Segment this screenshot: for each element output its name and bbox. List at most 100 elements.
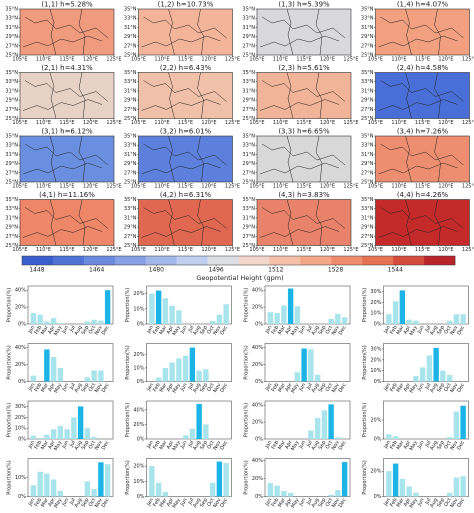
y-tick-label: 0% [255,437,263,443]
bar [84,377,91,382]
y-axis-label: Proportion(%) [125,403,131,438]
x-tick-label: Nov [94,497,104,508]
map-boundaries [259,199,346,246]
map-boundaries [378,199,464,246]
y-tick-label: 20% [370,418,381,424]
lon-tick-label: 105°E [368,184,383,190]
y-tick-label: 0% [374,322,382,328]
lon-tick-label: 115°E [59,247,74,253]
lon-tick-label: 125°E [225,247,240,253]
lat-tick-label: 35°N [242,197,255,203]
bar [91,370,97,382]
x-tick-label: Dec [338,497,348,509]
x-tick-label: Jul [187,325,196,334]
bar [196,370,202,382]
lon-tick-label: 120°E [320,120,335,126]
x-tick-label: Oct [206,440,216,451]
x-tick-label: Aug [311,325,321,336]
x-tick-label: Sep [436,440,446,451]
x-tick-label: Jan [382,382,392,393]
bar [386,471,392,497]
lat-tick-label: 35°N [124,70,137,76]
x-tick-label: Aug [311,382,321,393]
lon-tick-label: 125°E [106,184,121,190]
bar [223,463,229,497]
x-tick-label: Oct [325,440,335,451]
lat-tick-label: 31°N [124,215,137,221]
lat-tick-label: 25°N [242,180,255,186]
y-tick-label: 0% [137,437,145,443]
lon-tick-label: 110°E [154,184,169,190]
bar [460,476,466,497]
bar [182,435,189,439]
lat-tick-label: 27°N [5,107,18,113]
lat-tick-label: 33°N [5,143,18,149]
map-title: (1,1) h=5.28% [41,1,93,9]
x-tick-label: Mar [395,381,405,393]
x-tick-label: Jun [298,440,308,451]
map-title: (4,2) h=6.31% [160,191,212,199]
bar [64,429,70,439]
lat-tick-label: 29°N [242,225,255,231]
lat-tick-label: 29°N [361,225,374,231]
y-axis-label: Proportion(%) [362,460,368,495]
y-axis-label: Proportion(%) [7,288,13,323]
lon-tick-label: 120°E [83,247,98,253]
lon-tick-label: 110°E [391,184,406,190]
x-tick-label: Apr [47,381,57,392]
x-tick-label: Sep [317,325,327,336]
x-tick-label: Sep [199,440,209,451]
lon-tick-label: 115°E [296,57,311,63]
lat-tick-label: 25°N [361,180,374,186]
y-tick-label: 20% [133,464,144,470]
colorbar-label: Geopotential Height (gpm) [196,274,283,282]
map-title: (3,4) h=7.26% [397,128,449,136]
y-axis-label: Proportion(%) [7,403,13,438]
x-tick-label: Jan [264,440,274,451]
x-tick-label: Nov [449,440,459,451]
x-tick-label: Mar [158,324,168,336]
lat-tick-label: 31°N [361,215,374,221]
x-tick-label: Jan [382,497,392,508]
lon-tick-label: 110°E [273,247,288,253]
bar [287,492,294,497]
y-axis-label: Proportion(%) [244,345,250,380]
bar [446,437,453,439]
x-tick-label: Feb [389,497,399,508]
bar [314,417,321,439]
bar [386,434,392,439]
lat-tick-label: 33°N [361,16,374,22]
x-tick-label: Aug [192,325,202,336]
y-axis-label: Proportion(%) [362,345,368,380]
y-tick-label: 0% [374,437,382,443]
bar [189,428,196,439]
bar [321,410,328,439]
y-tick-label: 0% [137,322,145,328]
lat-tick-label: 31°N [5,88,18,94]
lat-tick-label: 35°N [124,7,137,13]
x-tick-label: Dec [338,440,348,452]
y-tick-label: 0% [137,494,145,500]
bar [335,437,341,439]
x-tick-label: Nov [331,382,341,393]
lat-tick-label: 35°N [361,197,374,203]
y-axis-label: Proportion(%) [125,288,131,323]
bar [176,310,182,324]
y-axis-label: Proportion(%) [7,460,13,495]
x-tick-label: Mar [40,439,50,451]
bar [50,318,57,324]
x-tick-label: Oct [206,325,216,336]
x-tick-label: Sep [199,325,209,336]
y-tick-label: 40% [15,345,26,351]
x-tick-label: Jun [416,497,426,508]
x-tick-label: Nov [212,497,222,508]
bar [406,319,412,324]
x-tick-label: Jan [264,325,274,336]
y-tick-label: 20% [370,300,381,306]
lat-tick-label: 27°N [361,107,374,113]
bar [149,293,155,324]
x-tick-label: May [409,497,419,509]
x-tick-label: Sep [317,382,327,393]
bar [287,288,294,324]
